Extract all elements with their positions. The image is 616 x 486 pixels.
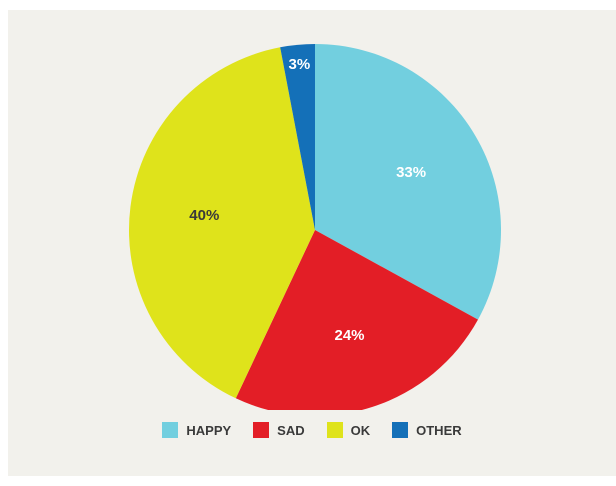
pie-label-other: 3%: [289, 56, 311, 73]
pie-label-ok: 40%: [189, 207, 219, 224]
legend-item-happy: HAPPY: [162, 422, 231, 438]
legend-swatch-happy: [162, 422, 179, 438]
pie-slice-happy: [315, 44, 501, 320]
legend-label-sad: SAD: [277, 422, 305, 438]
legend-swatch-sad: [253, 422, 270, 438]
pie-slice-sad: [235, 230, 478, 410]
legend-item-other: OTHER: [392, 422, 462, 438]
legend-item-ok: OK: [326, 422, 371, 438]
legend-label-happy: HAPPY: [186, 422, 232, 438]
legend-label-other: OTHER: [416, 422, 462, 438]
legend-item-sad: SAD: [253, 422, 305, 438]
pie-slice-ok: [128, 47, 315, 399]
legend-swatch-ok: [326, 422, 343, 438]
pie-slice-other: [280, 44, 315, 230]
legend: HAPPY SAD OK OTHER: [8, 422, 616, 438]
legend-swatch-other: [392, 422, 409, 438]
legend-label-ok: OK: [350, 422, 371, 438]
chart-card: 33% 24% 40% 3% HAPPY SAD OK OTHER: [8, 10, 616, 476]
pie-chart: 33% 24% 40% 3%: [128, 44, 501, 410]
pie-label-sad: 24%: [334, 327, 364, 344]
pie-label-happy: 33%: [396, 164, 426, 181]
